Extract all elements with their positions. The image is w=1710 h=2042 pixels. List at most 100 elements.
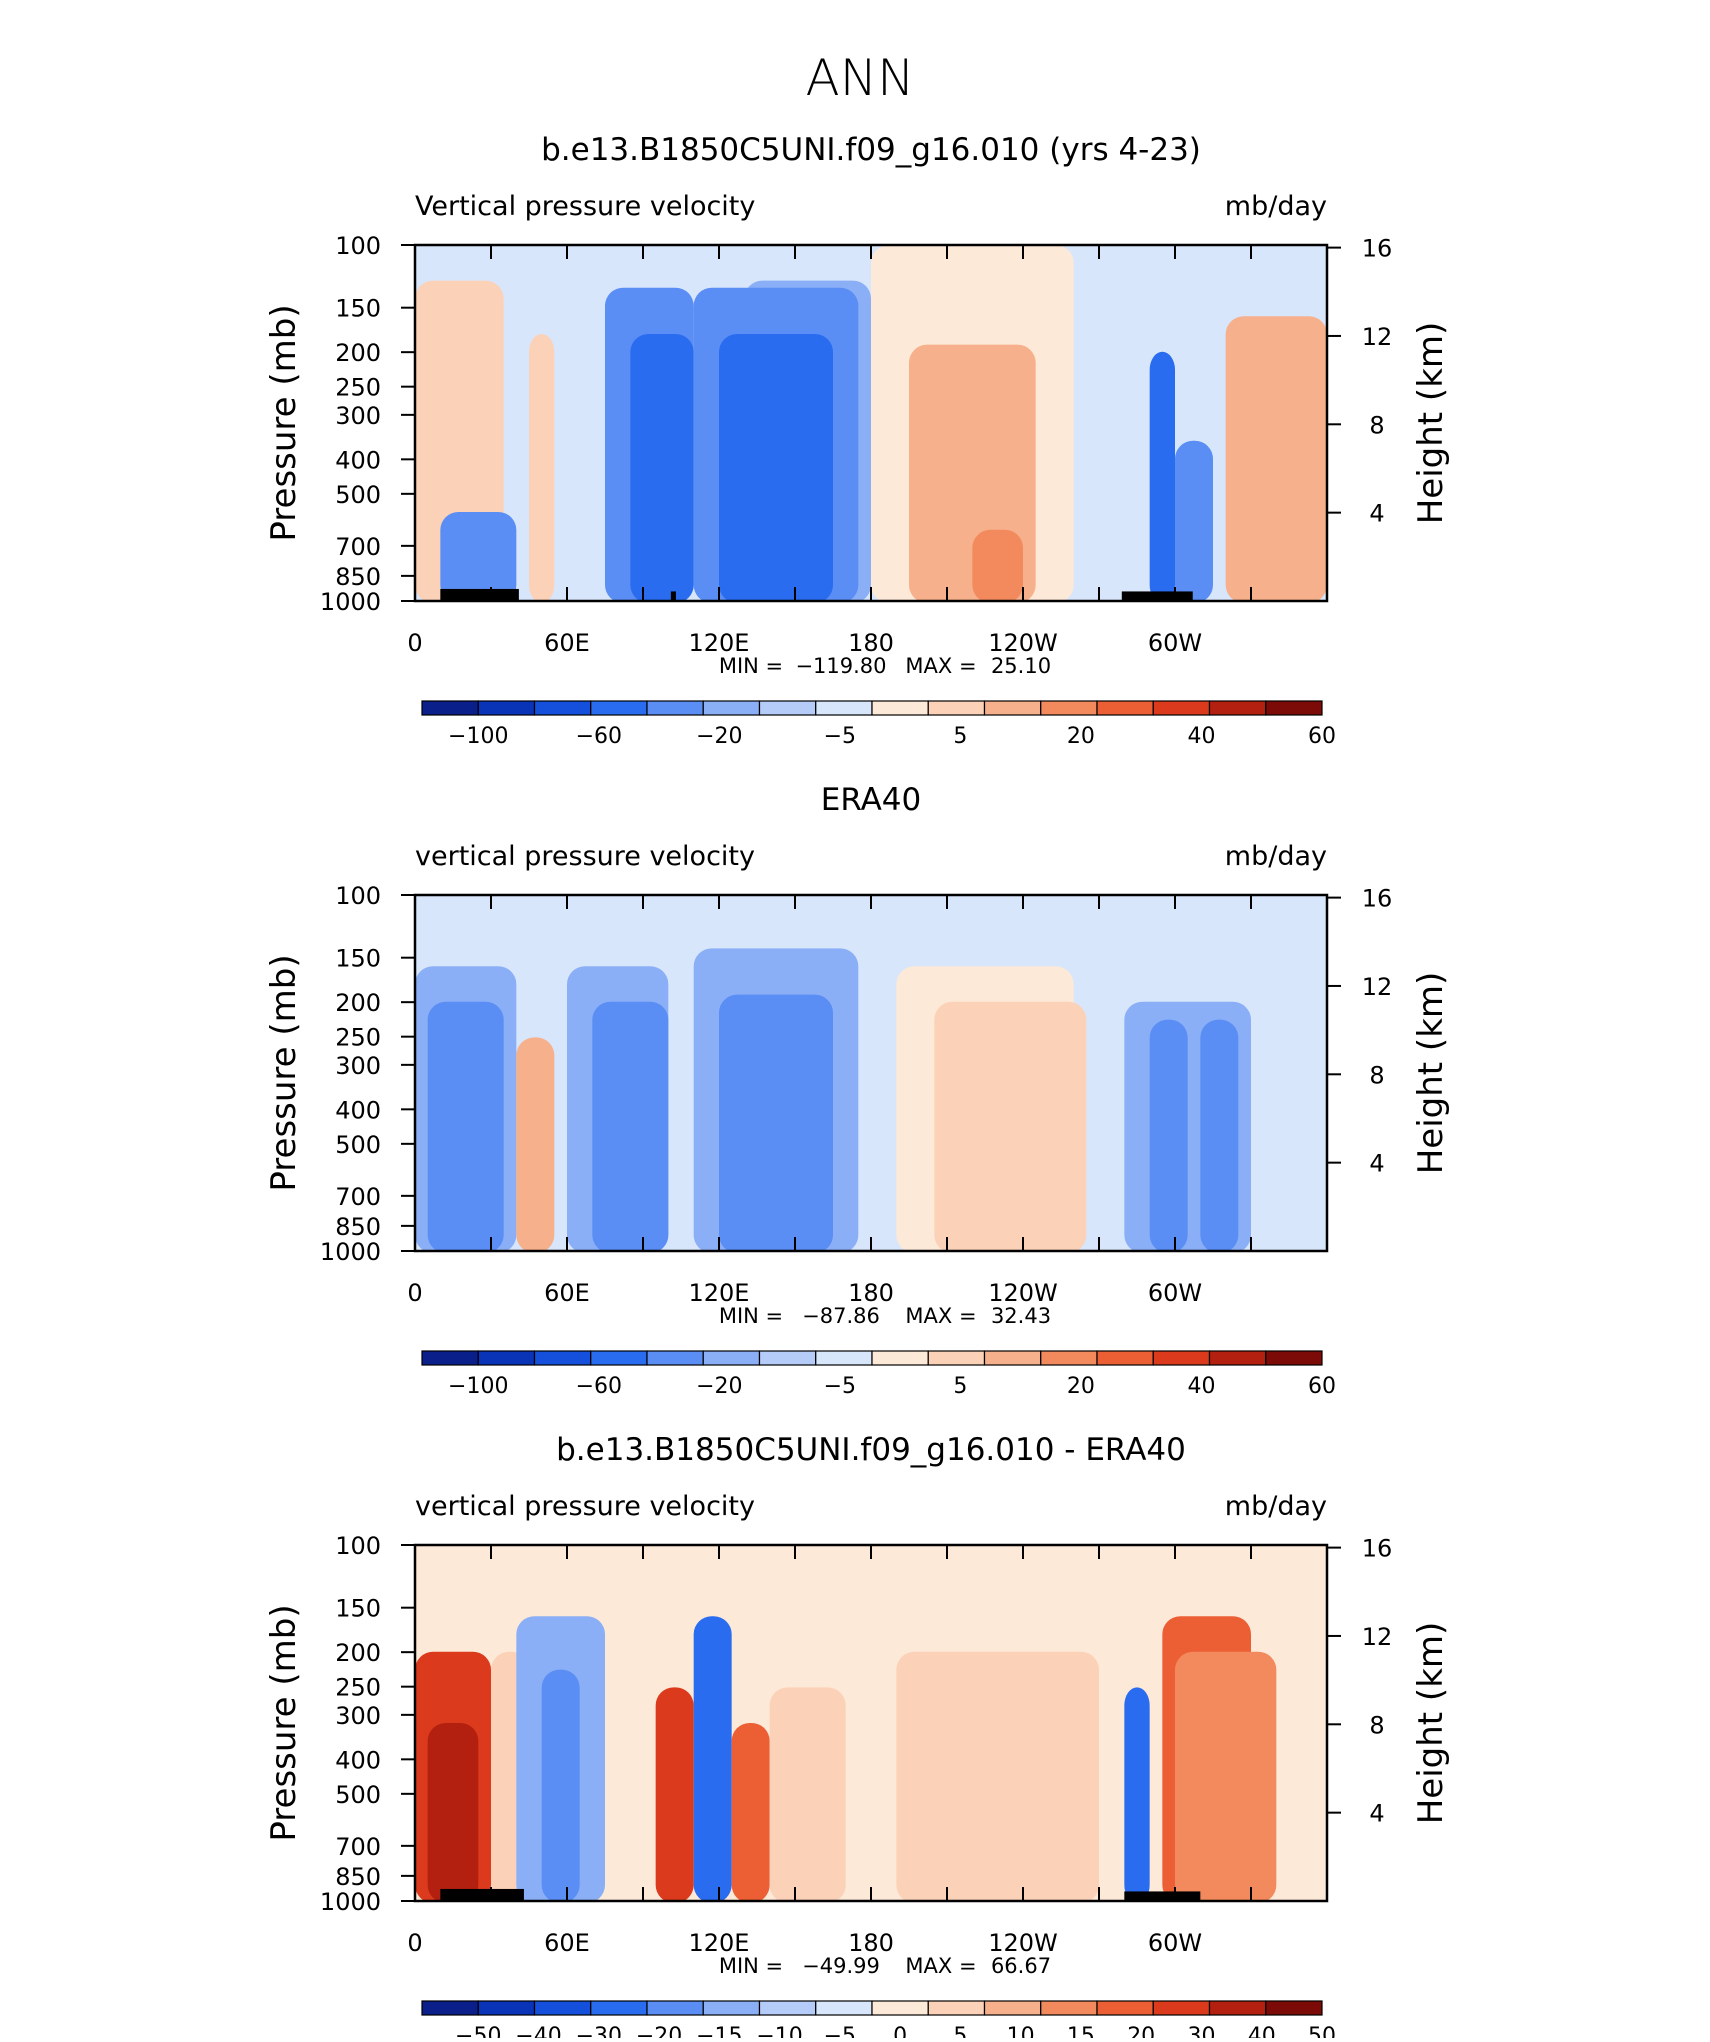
panel-left-label: Vertical pressure velocity bbox=[415, 191, 755, 222]
field-shading bbox=[415, 1545, 1327, 1901]
x-tick-label: 180 bbox=[848, 1929, 894, 1957]
colorbar-swatch bbox=[1208, 700, 1267, 716]
colorbar-swatch bbox=[927, 700, 986, 716]
y-axis-title: Pressure (mb) bbox=[264, 304, 304, 541]
x-tick-label: 120W bbox=[988, 629, 1058, 657]
colorbar-swatch bbox=[1040, 1350, 1098, 1366]
y-tick-label: 500 bbox=[335, 1781, 381, 1809]
y-tick-label: 1000 bbox=[320, 1238, 381, 1266]
colorbar-swatch bbox=[646, 2000, 704, 2016]
field-region bbox=[896, 1651, 1099, 1901]
y-right-tick-label: 12 bbox=[1362, 973, 1393, 1001]
colorbar-swatch bbox=[927, 1350, 986, 1366]
colorbar-label: −60 bbox=[576, 1374, 622, 1399]
x-tick-label: 60W bbox=[1148, 1279, 1202, 1307]
colorbar: −100 −60 −20 −5 5 20 40 60 bbox=[421, 700, 1336, 749]
y-tick-label: 400 bbox=[335, 1096, 381, 1124]
colorbar-label: 10 bbox=[1007, 2024, 1035, 2038]
y-right-tick-label: 4 bbox=[1369, 1800, 1384, 1828]
y-tick-label: 1000 bbox=[320, 1888, 381, 1916]
colorbar-label: −20 bbox=[696, 1374, 742, 1399]
field-region bbox=[719, 994, 833, 1251]
panel-title: ERA40 bbox=[821, 782, 922, 818]
colorbar-swatch bbox=[758, 700, 817, 716]
y-tick-label: 200 bbox=[335, 989, 381, 1017]
colorbar-swatch bbox=[646, 1350, 704, 1366]
colorbar-label: −15 bbox=[696, 2024, 742, 2038]
field-region bbox=[972, 529, 1023, 601]
y-axis-title: Pressure (mb) bbox=[264, 954, 304, 1191]
x-tick-label: 60E bbox=[544, 629, 590, 657]
colorbar-swatch bbox=[702, 1350, 761, 1366]
colorbar-label: 60 bbox=[1308, 724, 1336, 749]
field-region bbox=[592, 1001, 669, 1251]
y-tick-label: 300 bbox=[335, 1052, 381, 1080]
field-region bbox=[1175, 1651, 1277, 1901]
x-tick-label: 60E bbox=[544, 1929, 590, 1957]
y-right-tick-label: 8 bbox=[1369, 411, 1384, 439]
colorbar-label: 20 bbox=[1067, 724, 1095, 749]
max-value: 32.43 bbox=[991, 1304, 1051, 1328]
y-tick-label: 700 bbox=[335, 1833, 381, 1861]
colorbar-swatch bbox=[983, 2000, 1042, 2016]
colorbar-swatch bbox=[871, 700, 929, 716]
colorbar-swatch bbox=[871, 1350, 929, 1366]
colorbar-label: −10 bbox=[756, 2024, 802, 2038]
colorbar-label: −20 bbox=[696, 724, 742, 749]
colorbar-label: −60 bbox=[576, 724, 622, 749]
y-right-tick-label: 8 bbox=[1369, 1061, 1384, 1089]
y-tick-label: 100 bbox=[335, 1532, 381, 1560]
field-region bbox=[1124, 1687, 1150, 1901]
y-right-tick-label: 4 bbox=[1369, 1150, 1384, 1178]
colorbar-swatch bbox=[1096, 2000, 1154, 2016]
field-region bbox=[427, 1723, 479, 1901]
y-tick-label: 1000 bbox=[320, 588, 381, 616]
colorbar: −100 −60 −20 −5 5 20 40 60 bbox=[421, 1350, 1336, 1399]
y-right-tick-label: 8 bbox=[1369, 1711, 1384, 1739]
colorbar-swatch bbox=[1152, 1350, 1211, 1366]
colorbar-swatch bbox=[702, 2000, 761, 2016]
colorbar-swatch bbox=[1208, 2000, 1267, 2016]
field-region bbox=[1149, 1019, 1188, 1251]
colorbar-label: 60 bbox=[1308, 1374, 1336, 1399]
y-right-tick-label: 12 bbox=[1362, 1623, 1393, 1651]
y-right-axis-title: Height (km) bbox=[1411, 322, 1451, 525]
chart-panel-2: ERA40 vertical pressure velocity mb/day 100… bbox=[264, 782, 1451, 1399]
land-mask bbox=[440, 588, 519, 601]
panel-units-label: mb/day bbox=[1225, 841, 1327, 872]
y-tick-label: 150 bbox=[335, 295, 381, 323]
colorbar-label: 5 bbox=[953, 2024, 967, 2038]
min-value: −119.80 bbox=[795, 654, 886, 678]
y-right-axis-title: Height (km) bbox=[1411, 972, 1451, 1175]
colorbar-swatch bbox=[421, 700, 479, 716]
panel-left-label: vertical pressure velocity bbox=[415, 1491, 755, 1522]
field-shading bbox=[415, 245, 1327, 601]
colorbar-swatch bbox=[815, 700, 873, 716]
colorbar-label: −5 bbox=[824, 724, 856, 749]
colorbar-label: 15 bbox=[1067, 2024, 1095, 2038]
y-right-tick-label: 16 bbox=[1362, 1535, 1393, 1563]
field-region bbox=[769, 1687, 846, 1901]
field-region bbox=[541, 1669, 580, 1901]
field-region bbox=[1149, 351, 1175, 601]
y-tick-label: 400 bbox=[335, 446, 381, 474]
y-tick-label: 500 bbox=[335, 481, 381, 509]
colorbar-swatch bbox=[1040, 700, 1098, 716]
colorbar-swatch bbox=[1096, 700, 1154, 716]
field-region bbox=[440, 512, 517, 601]
max-label: MAX = bbox=[905, 654, 976, 678]
min-label: MIN = bbox=[719, 1954, 783, 1978]
colorbar-swatch bbox=[590, 2000, 648, 2016]
x-tick-label: 120W bbox=[988, 1279, 1058, 1307]
field-region bbox=[529, 334, 555, 601]
y-tick-label: 500 bbox=[335, 1131, 381, 1159]
min-label: MIN = bbox=[719, 1304, 783, 1328]
x-tick-label: 120W bbox=[988, 1929, 1058, 1957]
colorbar-label: 5 bbox=[953, 1374, 967, 1399]
y-right-tick-label: 16 bbox=[1362, 235, 1393, 263]
x-tick-label: 60W bbox=[1148, 629, 1202, 657]
y-tick-label: 400 bbox=[335, 1746, 381, 1774]
field-region bbox=[1225, 316, 1327, 601]
y-right-tick-label: 4 bbox=[1369, 500, 1384, 528]
